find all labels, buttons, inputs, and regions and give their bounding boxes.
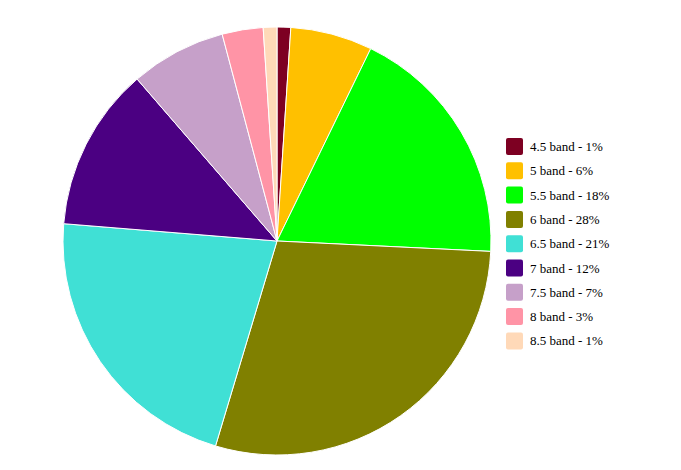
pie-slice bbox=[222, 27, 277, 241]
legend-item: 4.5 band - 1% bbox=[506, 138, 603, 155]
legend-swatch bbox=[506, 138, 523, 155]
legend-label: 7 band - 12% bbox=[530, 261, 600, 276]
pie-slice bbox=[63, 224, 277, 446]
legend-swatch bbox=[506, 260, 523, 277]
legend-item: 5.5 band - 18% bbox=[506, 187, 610, 204]
legend-label: 6.5 band - 21% bbox=[530, 236, 610, 251]
legend-label: 5 band - 6% bbox=[530, 163, 593, 178]
legend-item: 8 band - 3% bbox=[506, 308, 593, 325]
legend-swatch bbox=[506, 332, 523, 349]
legend-swatch bbox=[506, 235, 523, 252]
legend-label: 8.5 band - 1% bbox=[530, 333, 603, 348]
legend-swatch bbox=[506, 308, 523, 325]
legend-item: 7.5 band - 7% bbox=[506, 284, 603, 301]
legend-item: 8.5 band - 1% bbox=[506, 332, 603, 349]
legend-label: 5.5 band - 18% bbox=[530, 188, 610, 203]
legend-swatch bbox=[506, 211, 523, 228]
legend-item: 5 band - 6% bbox=[506, 162, 593, 179]
pie-slice bbox=[263, 27, 277, 241]
legend-item: 6 band - 28% bbox=[506, 211, 600, 228]
pie-slice bbox=[277, 49, 491, 252]
legend-item: 7 band - 12% bbox=[506, 260, 600, 277]
pie bbox=[63, 27, 491, 455]
legend-item: 6.5 band - 21% bbox=[506, 235, 610, 252]
legend-label: 8 band - 3% bbox=[530, 309, 593, 324]
legend-swatch bbox=[506, 284, 523, 301]
legend-swatch bbox=[506, 187, 523, 204]
legend-label: 7.5 band - 7% bbox=[530, 285, 603, 300]
legend-swatch bbox=[506, 162, 523, 179]
chart: 4.5 band - 1% 5 band - 6% 5.5 band - 18% 6 … bbox=[0, 0, 681, 470]
legend-label: 4.5 band - 1% bbox=[530, 139, 603, 154]
legend: 4.5 band - 1% 5 band - 6% 5.5 band - 18% 6 … bbox=[506, 138, 610, 349]
legend-label: 6 band - 28% bbox=[530, 212, 600, 227]
